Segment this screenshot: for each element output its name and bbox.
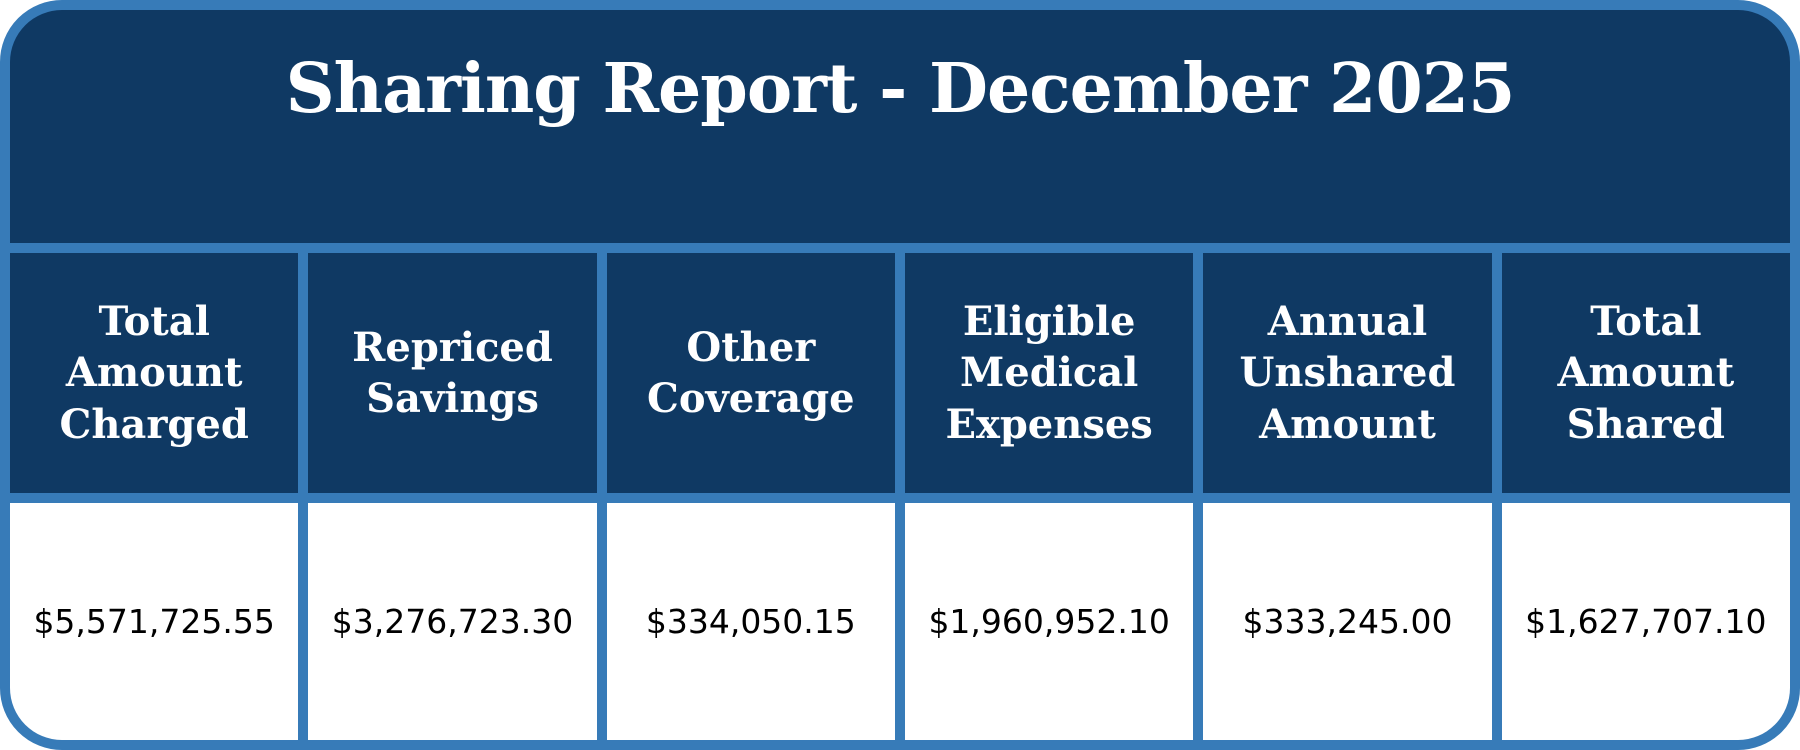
- column-header-label: Repriced Savings: [352, 323, 553, 422]
- column-header-repriced-savings: Repriced Savings: [308, 253, 597, 493]
- column-header-label: Total Amount Charged: [59, 298, 249, 448]
- report-title: Sharing Report - December 2025: [285, 49, 1516, 129]
- column-header-annual-unshared-amount: Annual Unshared Amount: [1203, 253, 1492, 493]
- column-header-label: Eligible Medical Expenses: [945, 298, 1153, 448]
- value-text: $5,571,725.55: [33, 602, 275, 641]
- value-text: $3,276,723.30: [331, 602, 574, 641]
- value-cell-total-amount-shared: $1,627,707.10: [1501, 503, 1790, 740]
- value-text: $1,627,707.10: [1525, 602, 1767, 641]
- column-header-other-coverage: Other Coverage: [606, 253, 895, 493]
- column-header-label: Other Coverage: [647, 323, 855, 422]
- value-cell-annual-unshared-amount: $333,245.00: [1203, 503, 1492, 740]
- report-title-band: Sharing Report - December 2025: [10, 10, 1790, 243]
- value-text: $333,245.00: [1242, 602, 1453, 641]
- value-cell-eligible-medical-expenses: $1,960,952.10: [905, 503, 1194, 740]
- value-cell-repriced-savings: $3,276,723.30: [308, 503, 597, 740]
- column-header-total-amount-shared: Total Amount Shared: [1501, 253, 1790, 493]
- column-header-total-amount-charged: Total Amount Charged: [10, 253, 299, 493]
- value-cell-other-coverage: $334,050.15: [606, 503, 895, 740]
- column-header-label: Annual Unshared Amount: [1239, 298, 1456, 448]
- column-header-eligible-medical-expenses: Eligible Medical Expenses: [905, 253, 1194, 493]
- value-text: $334,050.15: [645, 602, 856, 641]
- column-header-label: Total Amount Shared: [1557, 298, 1735, 448]
- value-cell-total-amount-charged: $5,571,725.55: [10, 503, 299, 740]
- value-text: $1,960,952.10: [928, 602, 1170, 641]
